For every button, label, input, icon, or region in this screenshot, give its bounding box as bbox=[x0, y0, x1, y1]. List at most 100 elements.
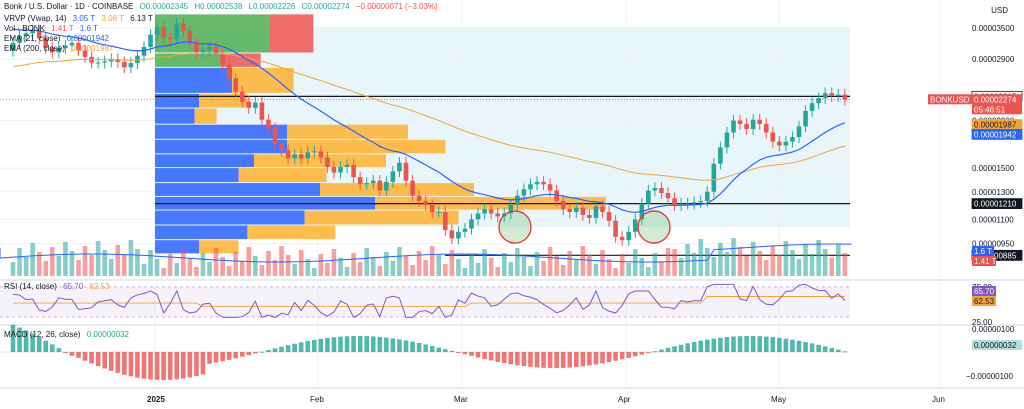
volume-bar bbox=[194, 267, 199, 276]
ema21-value: 0.00001942 bbox=[66, 34, 109, 43]
rsi-tick-label: 25.00 bbox=[972, 318, 993, 327]
volume-bar bbox=[76, 260, 81, 276]
volume-bar bbox=[122, 254, 127, 276]
volume-bar bbox=[331, 249, 337, 276]
legend-ema21[interactable]: EMA (21, close) 0.00001942 bbox=[4, 34, 113, 44]
volume-bar bbox=[285, 255, 291, 276]
volume-bar bbox=[574, 260, 579, 276]
volume-bar bbox=[272, 260, 278, 276]
price-label: 0.00002274 bbox=[974, 95, 1017, 104]
candle-body bbox=[619, 236, 625, 241]
legend-volume[interactable]: Vol · BONK 1.41 T 1.6 T bbox=[4, 24, 102, 34]
volume-bar bbox=[515, 248, 520, 276]
candle-body bbox=[613, 220, 618, 237]
legend-vrvp[interactable]: VRVP (Vwap, 14) 3.05 T 3.08 T 6.13 T bbox=[4, 14, 157, 24]
macd-histogram-bar bbox=[619, 352, 625, 360]
macd-histogram-bar bbox=[541, 352, 546, 368]
legend-macd[interactable]: MACD (12, 26, close) 0.00000032 bbox=[4, 330, 133, 340]
price-tick-label: 0.00002900 bbox=[972, 55, 1015, 64]
volume-bar bbox=[23, 257, 29, 276]
volume-bar bbox=[646, 267, 651, 276]
volume-bar bbox=[239, 261, 245, 276]
volume-bar bbox=[554, 256, 559, 276]
volume-bar bbox=[632, 249, 638, 276]
volume-bar bbox=[836, 244, 841, 276]
candle-body bbox=[285, 150, 291, 159]
currency-label: USD bbox=[991, 6, 1008, 15]
candle-body bbox=[76, 42, 81, 51]
volume-bar bbox=[266, 251, 271, 276]
candle-body bbox=[298, 154, 304, 159]
volume-bar bbox=[36, 252, 42, 276]
candle-body bbox=[436, 212, 442, 214]
macd-histogram-bar bbox=[200, 352, 206, 375]
macd-histogram-bar bbox=[410, 341, 415, 352]
candle-body bbox=[200, 50, 206, 53]
candle-body bbox=[790, 137, 795, 142]
candle-body bbox=[600, 206, 605, 213]
volume-bar bbox=[89, 255, 94, 276]
x-tick-label: Apr bbox=[618, 395, 631, 404]
volume-bar bbox=[462, 268, 468, 276]
candle-body bbox=[305, 152, 311, 159]
macd-histogram-bar bbox=[475, 352, 481, 358]
volume-bar bbox=[69, 251, 75, 276]
volume-bar bbox=[750, 242, 756, 276]
volume-bar bbox=[187, 258, 193, 276]
volume-bar bbox=[534, 252, 540, 276]
x-tick-label: Mar bbox=[454, 395, 468, 404]
volume-bar bbox=[469, 254, 474, 276]
volume-profile-buy-bar bbox=[155, 183, 320, 196]
volume-bar bbox=[547, 247, 553, 276]
macd-histogram-bar bbox=[606, 352, 612, 363]
candle-body bbox=[377, 180, 383, 191]
x-tick-label: Feb bbox=[310, 395, 324, 404]
macd-label-bg bbox=[972, 340, 1022, 350]
volume-bar bbox=[325, 263, 330, 276]
volume-bar bbox=[626, 263, 631, 276]
candle-body bbox=[822, 93, 828, 99]
candle-body bbox=[10, 42, 16, 51]
volume-profile-sell-bar bbox=[320, 183, 474, 196]
macd-histogram-bar bbox=[416, 342, 422, 352]
price-label: 0.00001210 bbox=[974, 200, 1017, 209]
macd-histogram-bar bbox=[377, 336, 383, 352]
candle-body bbox=[580, 207, 586, 215]
macd-histogram-bar bbox=[646, 352, 651, 353]
legend-ema200[interactable]: EMA (200, close) 0.00001987 bbox=[4, 44, 117, 54]
volume-bar bbox=[822, 249, 828, 276]
volume-bar bbox=[482, 249, 487, 276]
volume-bar bbox=[724, 252, 730, 276]
volume-bar bbox=[43, 261, 49, 276]
candle-body bbox=[750, 119, 756, 130]
candle-body bbox=[207, 47, 212, 51]
macd-histogram-bar bbox=[56, 348, 62, 352]
macd-histogram-bar bbox=[449, 350, 455, 352]
volume-bar bbox=[698, 239, 704, 276]
macd-histogram-bar bbox=[836, 349, 841, 352]
macd-histogram-bar bbox=[213, 352, 219, 363]
volume-bar bbox=[521, 257, 527, 276]
low-value: L0.00002226 bbox=[248, 2, 296, 11]
candle-body bbox=[69, 42, 75, 46]
macd-histogram-bar bbox=[36, 337, 42, 352]
macd-histogram-bar bbox=[272, 348, 278, 352]
macd-histogram-bar bbox=[344, 336, 350, 352]
candle-body bbox=[357, 177, 363, 185]
volume-bar bbox=[587, 255, 592, 276]
macd-histogram-bar bbox=[154, 352, 160, 380]
macd-histogram-bar bbox=[744, 336, 749, 352]
candle-body bbox=[475, 213, 481, 220]
volume-bar bbox=[108, 259, 114, 276]
volume-bar bbox=[220, 257, 225, 276]
candle-body bbox=[685, 203, 690, 205]
macd-label: MACD (12, 26, close) bbox=[4, 330, 81, 339]
legend-rsi[interactable]: RSI (14, close) 65.70 62.53 bbox=[4, 282, 113, 292]
volume-bar bbox=[279, 246, 284, 276]
macd-histogram-bar bbox=[436, 347, 442, 352]
price-label-bg bbox=[971, 128, 1023, 140]
macd-tick-label: 0.00000100 bbox=[972, 325, 1015, 334]
x-tick-label: 2025 bbox=[147, 395, 165, 404]
volume-bar bbox=[600, 250, 605, 276]
